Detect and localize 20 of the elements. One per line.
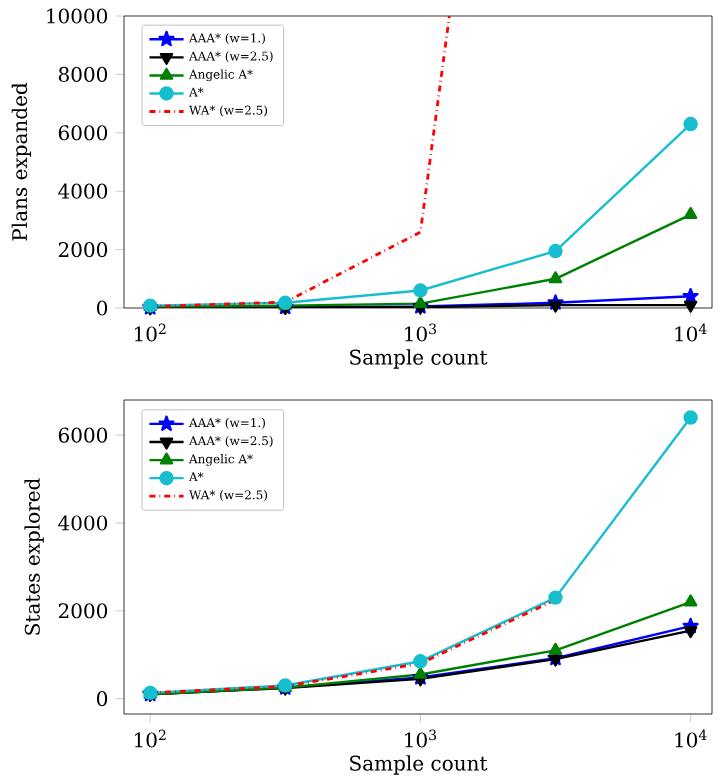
- y-tick-label: 0: [97, 300, 108, 316]
- y-axis-title: Plans expanded: [11, 82, 32, 241]
- x-tick-label: 10$^{4}$: [675, 323, 707, 342]
- x-tick-label: 10$^{4}$: [675, 729, 707, 748]
- y-tick-label: 6000: [58, 125, 108, 141]
- y-tick-label: 2000: [58, 242, 108, 258]
- y-tick-label: 4000: [58, 183, 108, 199]
- y-tick-label: 0: [97, 691, 108, 707]
- y-tick-label: 10000: [47, 8, 108, 24]
- y-axis-title: States explored: [24, 478, 44, 635]
- y-tick-label: 2000: [58, 603, 108, 619]
- x-tick-label: 10$^{2}$: [134, 729, 166, 748]
- x-tick-label: 10$^{3}$: [405, 729, 437, 748]
- x-axis-title: Sample count: [350, 755, 488, 775]
- y-tick-label: 8000: [58, 66, 108, 82]
- x-tick-label: 10$^{2}$: [134, 323, 166, 342]
- x-tick-label: 10$^{3}$: [405, 323, 437, 342]
- x-axis-title: Sample count: [350, 349, 488, 369]
- y-tick-label: 6000: [58, 427, 108, 443]
- y-tick-label: 4000: [58, 515, 108, 531]
